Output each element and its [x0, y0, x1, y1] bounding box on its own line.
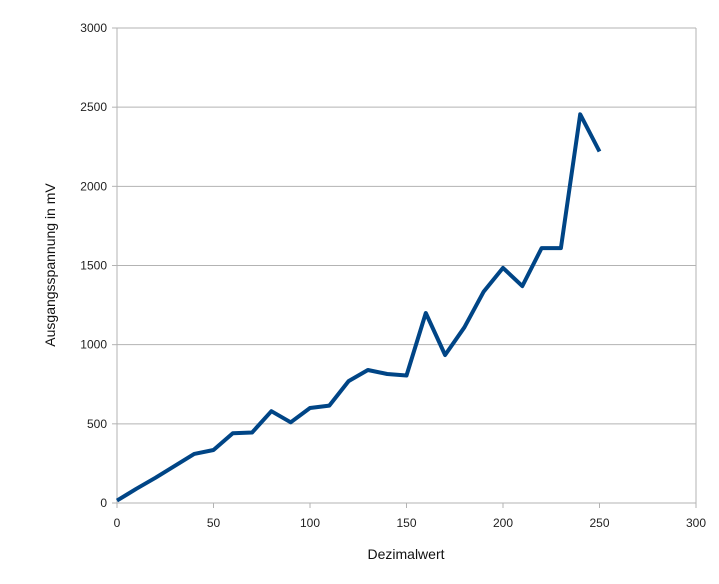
x-tick-label-100: 100 — [300, 516, 320, 530]
y-axis-title: Ausgangsspannung in mV — [42, 183, 58, 347]
x-tick-label-200: 200 — [493, 516, 513, 530]
y-tick-label-500: 500 — [87, 417, 107, 431]
series-group — [115, 112, 602, 503]
y-tick-label-1000: 1000 — [80, 338, 107, 352]
x-tick-label-0: 0 — [114, 516, 121, 530]
series-line-0 — [115, 112, 602, 503]
x-tick-labels: 0 50 100 150 200 250 300 — [114, 516, 707, 530]
x-tick-label-250: 250 — [589, 516, 609, 530]
y-tick-label-3000: 3000 — [80, 21, 107, 35]
x-tick-label-300: 300 — [686, 516, 706, 530]
y-tick-label-2500: 2500 — [80, 100, 107, 114]
y-tick-label-0: 0 — [100, 496, 107, 510]
y-tick-label-1500: 1500 — [80, 259, 107, 273]
gridlines — [117, 27, 696, 425]
y-tick-label-2000: 2000 — [80, 179, 107, 193]
x-tick-label-150: 150 — [396, 516, 416, 530]
axes — [112, 27, 697, 508]
x-axis-title: Dezimalwert — [367, 546, 444, 562]
x-tick-label-50: 50 — [207, 516, 221, 530]
y-tick-labels: 0 500 1000 1500 2000 2500 3000 — [80, 21, 107, 510]
